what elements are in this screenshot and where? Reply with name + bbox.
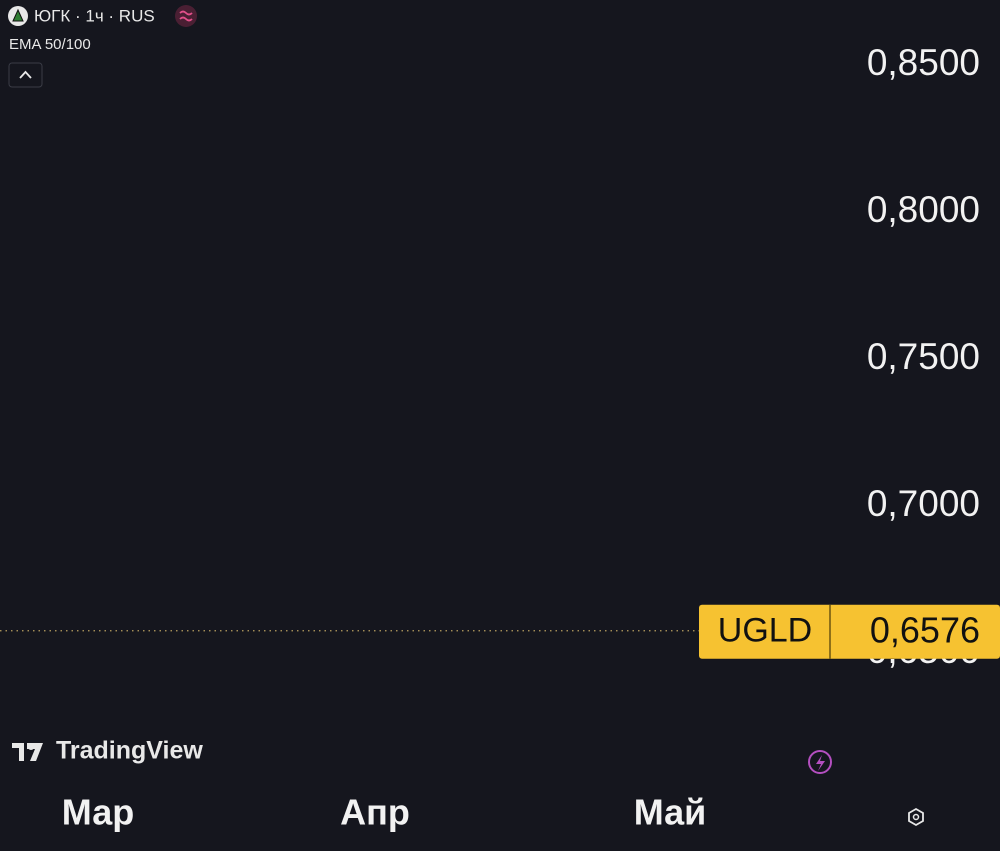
indicator-legend: EMA 50/100	[9, 36, 91, 53]
status-badge-glyph	[179, 10, 193, 22]
status-badge	[175, 5, 197, 27]
watermark: TradingView	[12, 737, 203, 765]
y-tick-label: 0,7500	[867, 336, 980, 377]
chart-title: ЮГК · 1ч · RUS	[34, 6, 155, 25]
settings-icon[interactable]	[908, 807, 924, 827]
alert-icon-glyph	[816, 755, 825, 771]
plot-area	[0, 630, 700, 632]
watermark-logo-dot	[28, 744, 34, 750]
y-tick-label: 0,8000	[867, 189, 980, 230]
watermark-logo	[12, 743, 43, 761]
last-price-box	[699, 604, 1000, 659]
collapse-icon	[19, 70, 32, 79]
symbol-icon-glyph	[12, 8, 24, 22]
settings-icon-center	[912, 813, 920, 821]
x-tick-label: Май	[634, 792, 707, 833]
watermark-text: TradingView	[56, 737, 203, 765]
y-tick-label: 0,8500	[867, 42, 980, 83]
symbol-label: UGLD	[718, 612, 812, 650]
collapse-button[interactable]	[8, 62, 43, 88]
y-tick-label: 0,7000	[867, 483, 980, 524]
alert-icon[interactable]	[808, 750, 832, 774]
x-tick-label: Мар	[62, 792, 134, 833]
x-tick-label: Апр	[340, 792, 410, 833]
last-price-label: 0,6576	[870, 609, 980, 650]
